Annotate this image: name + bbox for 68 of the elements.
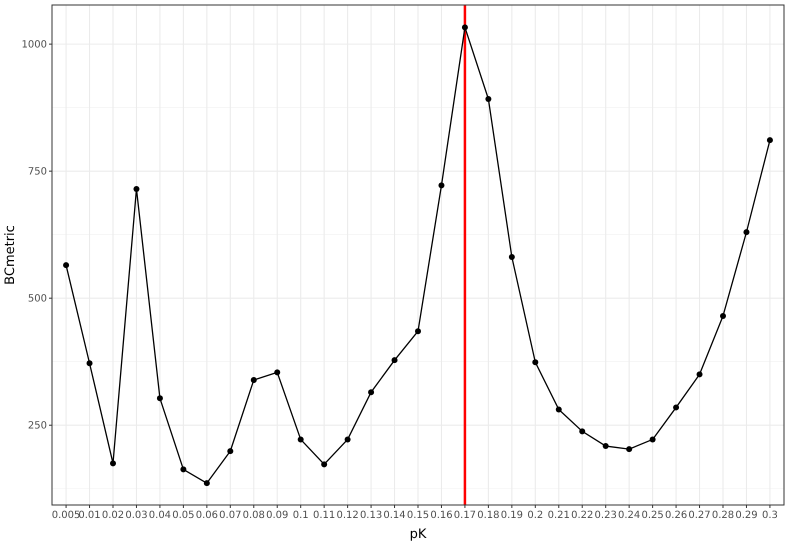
point [696,371,703,378]
point [298,436,304,442]
x-tick-label: 0.24 [618,510,640,521]
point [438,182,444,188]
x-tick-label: 0.21 [548,510,570,521]
x-tick-label: 0.14 [383,510,406,521]
point [673,404,680,410]
point [180,466,186,472]
point [532,359,538,366]
point [720,312,726,319]
y-tick-label: 500 [28,294,47,305]
x-tick-label: 0.05 [172,510,195,521]
x-tick-label: 0.25 [641,510,664,521]
point [743,229,750,236]
point [110,460,116,466]
x-tick-label: 0.26 [664,510,688,521]
x-tick-label: 0.19 [500,510,523,521]
point [556,406,562,412]
point [321,461,328,468]
point [204,480,210,486]
y-tick-label: 1000 [22,40,47,51]
point [650,436,656,442]
point [250,377,257,383]
x-tick-label: 0.12 [336,510,359,521]
point [579,428,586,434]
y-tick-label: 250 [28,420,47,432]
y-tick-label: 750 [28,166,47,178]
point [344,436,351,442]
x-tick-label: 0.22 [571,510,594,521]
point [63,262,70,268]
x-tick-label: 0.06 [196,510,218,521]
point [626,446,632,452]
point [392,357,398,364]
x-tick-label: 0.28 [712,510,734,521]
point [766,137,773,144]
x-tick-label: 0.23 [594,510,617,521]
x-tick-label: 0.27 [688,510,711,521]
x-tick-label: 0.13 [360,510,382,521]
x-tick-label: 0.11 [313,510,336,521]
point [227,448,234,454]
point [86,360,93,366]
x-tick-label: 0.15 [406,510,430,521]
point [156,395,163,402]
point [462,24,468,30]
x-tick-label: 0.17 [454,510,476,521]
point [485,96,492,102]
x-tick-label: 0.09 [266,510,288,521]
x-tick-label: 0.1 [292,510,309,521]
x-tick-label: 0.16 [430,510,453,521]
x-tick-label: 0.02 [102,510,124,521]
x-tick-label: 0.03 [125,510,148,521]
y-axis-title: BCmetric [3,225,18,285]
x-axis-title: pK [410,527,427,542]
x-tick-label: 0.005 [52,510,80,521]
x-tick-label: 0.07 [219,510,242,521]
x-tick-label: 0.18 [477,510,500,521]
x-tick-label: 0.04 [148,510,172,521]
x-tick-label: 0.2 [527,510,544,521]
point [415,328,421,334]
point [274,369,280,376]
x-tick-label: 0.08 [242,510,265,521]
point [602,443,609,450]
x-tick-label: 0.01 [78,510,101,521]
point [368,389,374,396]
x-tick-label: 0.29 [735,510,758,521]
point [133,186,140,192]
point [508,254,515,260]
x-tick-label: 0.3 [762,510,778,521]
